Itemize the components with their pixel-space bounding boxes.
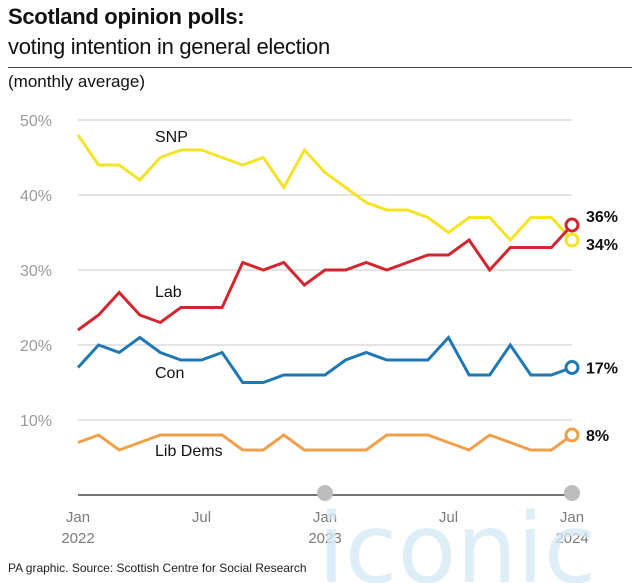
endpoint-marker — [564, 427, 580, 443]
series-lines — [76, 134, 574, 452]
title-divider — [8, 67, 632, 68]
x-tick-label: Jan — [560, 509, 584, 526]
x-tick-year: 2022 — [61, 530, 94, 547]
endpoint-marker — [564, 217, 580, 233]
end-value-label: 8% — [586, 428, 609, 445]
x-tick-label: Jul — [439, 509, 458, 526]
grid-lines — [78, 119, 572, 421]
y-tick-label: 30% — [20, 263, 52, 280]
y-axis-ticks: 10% 20% 30% 40% 50% — [20, 113, 52, 430]
series-label: Lib Dems — [155, 443, 223, 460]
series-line-lab — [77, 223, 574, 332]
y-tick-label: 50% — [20, 113, 52, 130]
endpoint-marker — [564, 232, 580, 248]
series-label: SNP — [155, 129, 188, 146]
y-tick-label: 20% — [20, 338, 52, 355]
x-tick-year: 2024 — [555, 530, 588, 547]
source-note: PA graphic. Source: Scottish Centre for … — [8, 561, 307, 575]
x-tick-label: Jul — [192, 509, 211, 526]
y-tick-label: 10% — [20, 413, 52, 430]
chart-note: (monthly average) — [8, 72, 146, 91]
end-value-label: 36% — [586, 209, 618, 226]
end-value-label: 17% — [586, 361, 618, 378]
series-label: Lab — [155, 284, 182, 301]
y-tick-label: 40% — [20, 188, 52, 205]
series-line-con — [76, 334, 573, 384]
watermark-dot — [317, 485, 333, 501]
series-line-snp — [76, 134, 574, 243]
x-tick-label: Jan — [313, 509, 337, 526]
chart-title: Scotland opinion polls: — [8, 4, 245, 29]
series-labels: SNP Lab Con Lib Dems — [155, 129, 223, 460]
watermark-dot — [564, 485, 580, 501]
series-endpoints: 34% 36% 17% 8% — [564, 209, 618, 445]
series-label: Con — [155, 365, 184, 382]
x-tick-label: Jan — [66, 509, 90, 526]
x-tick-year: 2023 — [308, 530, 341, 547]
endpoint-marker — [564, 360, 580, 375]
series-line-lib-dems — [77, 433, 573, 452]
x-axis: Jan 2022 Jul Jan 2023 Jul Jan 2024 — [61, 485, 589, 547]
end-value-label: 34% — [586, 237, 618, 254]
chart-subtitle: voting intention in general election — [8, 34, 330, 59]
watermark: iconic — [318, 493, 596, 583]
